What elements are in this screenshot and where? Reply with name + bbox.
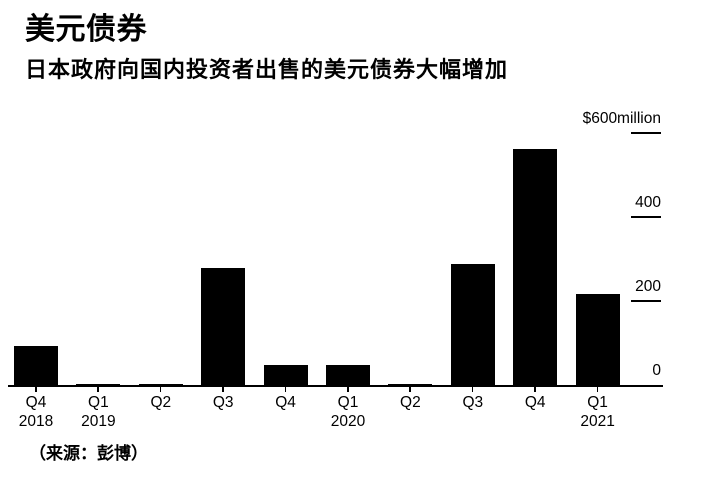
x-tick bbox=[534, 387, 536, 392]
x-tick-label: Q4 bbox=[25, 394, 47, 411]
bar bbox=[326, 365, 370, 387]
x-tick bbox=[159, 387, 162, 392]
y-tick bbox=[631, 216, 661, 218]
bar bbox=[138, 383, 183, 387]
bar bbox=[575, 293, 620, 387]
x-tick-label: Q1 bbox=[337, 394, 359, 411]
bar bbox=[263, 365, 308, 387]
year-label: 2021 bbox=[580, 413, 615, 430]
x-tick bbox=[596, 387, 599, 392]
chart-subtitle: 日本政府向国内投资者出售的美元债券大幅增加 bbox=[25, 57, 509, 82]
x-tick-label: Q2 bbox=[150, 394, 172, 411]
x-tick bbox=[222, 387, 224, 392]
x-tick-label: Q1 bbox=[587, 394, 608, 411]
x-tick-label: Q4 bbox=[524, 394, 546, 411]
year-label: 2018 bbox=[18, 413, 54, 430]
chart-title: 美元债券 bbox=[25, 13, 147, 46]
x-tick-label: Q4 bbox=[275, 394, 296, 411]
y-tick-label: 0 bbox=[652, 362, 661, 379]
x-tick bbox=[284, 387, 287, 392]
bar bbox=[201, 268, 246, 387]
x-tick bbox=[347, 387, 349, 392]
x-tick-label: Q1 bbox=[88, 394, 109, 411]
y-tick-label: 200 bbox=[635, 278, 661, 295]
x-tick bbox=[471, 387, 474, 392]
x-tick bbox=[35, 387, 37, 392]
year-label: 2020 bbox=[330, 413, 366, 430]
bar bbox=[76, 383, 121, 387]
year-label: 2019 bbox=[81, 413, 116, 430]
x-tick-label: Q3 bbox=[462, 394, 484, 411]
y-tick-label: $600million bbox=[582, 110, 661, 127]
bar bbox=[388, 383, 433, 387]
bar bbox=[14, 346, 58, 387]
y-tick bbox=[631, 300, 661, 302]
x-tick-label: Q2 bbox=[400, 394, 421, 411]
x-tick bbox=[97, 387, 99, 392]
x-tick bbox=[409, 387, 411, 392]
bar bbox=[513, 148, 558, 387]
bar bbox=[450, 264, 495, 387]
x-tick-label: Q3 bbox=[212, 394, 234, 411]
source-note: （来源：彭博） bbox=[29, 444, 148, 463]
y-tick bbox=[631, 132, 661, 134]
y-tick-label: 400 bbox=[635, 194, 661, 211]
